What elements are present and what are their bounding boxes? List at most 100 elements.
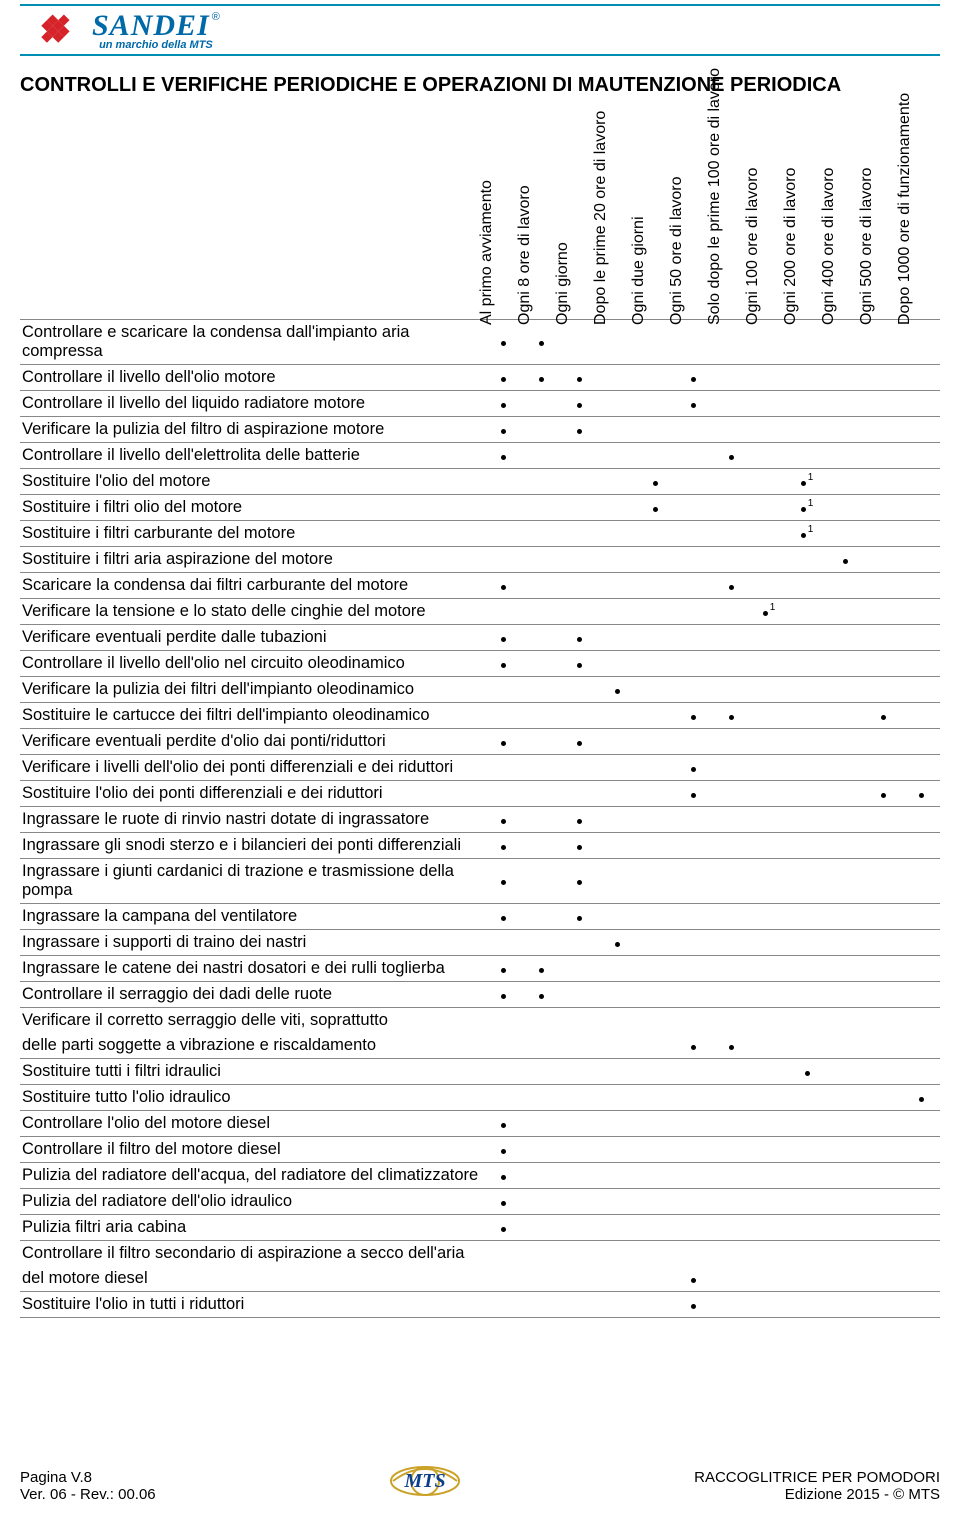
brand-name: SANDEI bbox=[92, 9, 210, 43]
row-label: Pulizia filtri aria cabina bbox=[20, 1214, 484, 1240]
mark-cell bbox=[674, 1084, 712, 1110]
mark-cell bbox=[826, 468, 864, 494]
mark-cell bbox=[484, 494, 522, 520]
mark-cell bbox=[864, 319, 902, 364]
page-footer: Pagina V.8 Ver. 06 - Rev.: 00.06 MTS RAC… bbox=[20, 1451, 940, 1503]
mark-cell bbox=[484, 702, 522, 728]
mark-cell bbox=[598, 981, 636, 1007]
mark-cell bbox=[826, 442, 864, 468]
mark-cell bbox=[522, 650, 560, 676]
mark-cell bbox=[560, 780, 598, 806]
mark-cell bbox=[484, 981, 522, 1007]
mark-cell bbox=[864, 780, 902, 806]
mark-cell bbox=[826, 702, 864, 728]
table-row: Verificare la pulizia del filtro di aspi… bbox=[20, 416, 940, 442]
maintenance-table: Al primo avviamentoOgni 8 ore di lavoroO… bbox=[20, 109, 940, 1318]
table-row: Controllare il filtro del motore diesel bbox=[20, 1136, 940, 1162]
mark-cell bbox=[788, 754, 826, 780]
mark-cell bbox=[598, 1058, 636, 1084]
table-row: Verificare eventuali perdite d'olio dai … bbox=[20, 728, 940, 754]
table-row: Controllare e scaricare la condensa dall… bbox=[20, 319, 940, 364]
mark-cell bbox=[484, 416, 522, 442]
mark-cell bbox=[674, 981, 712, 1007]
mark-cell bbox=[598, 442, 636, 468]
mark-cell bbox=[598, 728, 636, 754]
row-label: Sostituire l'olio dei ponti differenzial… bbox=[20, 780, 484, 806]
mark-cell bbox=[864, 832, 902, 858]
mark-cell bbox=[598, 929, 636, 955]
mark-cell bbox=[484, 1136, 522, 1162]
mark-cell bbox=[712, 650, 750, 676]
mark-cell bbox=[712, 416, 750, 442]
mark-cell bbox=[712, 754, 750, 780]
mark-cell bbox=[864, 442, 902, 468]
table-row: Sostituire i filtri carburante del motor… bbox=[20, 520, 940, 546]
mark-cell bbox=[788, 832, 826, 858]
mark-cell bbox=[522, 390, 560, 416]
mark-cell bbox=[560, 416, 598, 442]
mark-cell bbox=[674, 1266, 712, 1292]
mark-cell bbox=[750, 1188, 788, 1214]
mark-cell bbox=[750, 728, 788, 754]
row-label: Pulizia del radiatore dell'acqua, del ra… bbox=[20, 1162, 484, 1188]
table-row: Ingrassare i supporti di traino dei nast… bbox=[20, 929, 940, 955]
row-label: Sostituire le cartucce dei filtri dell'i… bbox=[20, 702, 484, 728]
mark-cell bbox=[522, 494, 560, 520]
mark-cell bbox=[636, 806, 674, 832]
mark-cell bbox=[712, 780, 750, 806]
mark-cell bbox=[674, 319, 712, 364]
mark-cell bbox=[636, 1188, 674, 1214]
mark-cell bbox=[598, 494, 636, 520]
mark-cell bbox=[902, 319, 940, 364]
mark-cell bbox=[750, 1291, 788, 1317]
mark-cell bbox=[712, 572, 750, 598]
mark-cell bbox=[522, 1240, 560, 1266]
header-bar: SANDEI ® un marchio della MTS bbox=[20, 4, 940, 56]
mark-cell bbox=[864, 676, 902, 702]
mark-cell bbox=[560, 468, 598, 494]
row-label: Sostituire i filtri carburante del motor… bbox=[20, 520, 484, 546]
mark-cell bbox=[864, 364, 902, 390]
mark-cell bbox=[484, 1084, 522, 1110]
mark-cell bbox=[522, 858, 560, 903]
mark-cell bbox=[788, 1084, 826, 1110]
mark-cell bbox=[712, 728, 750, 754]
mark-cell bbox=[750, 1214, 788, 1240]
mark-cell bbox=[522, 1291, 560, 1317]
mark-cell bbox=[522, 1058, 560, 1084]
mark-cell bbox=[826, 1136, 864, 1162]
mark-cell bbox=[636, 1007, 674, 1033]
table-row: Verificare il corretto serraggio delle v… bbox=[20, 1007, 940, 1033]
mark-cell bbox=[712, 955, 750, 981]
mark-cell bbox=[826, 929, 864, 955]
mark-cell bbox=[712, 468, 750, 494]
mark-cell bbox=[712, 364, 750, 390]
mark-cell bbox=[522, 929, 560, 955]
mark-cell bbox=[484, 520, 522, 546]
mark-cell bbox=[674, 832, 712, 858]
mark-cell bbox=[864, 1291, 902, 1317]
mark-cell bbox=[484, 676, 522, 702]
mark-cell bbox=[788, 702, 826, 728]
mark-cell bbox=[522, 780, 560, 806]
mark-cell bbox=[788, 1033, 826, 1059]
row-label: Verificare il corretto serraggio delle v… bbox=[20, 1007, 484, 1033]
mark-cell bbox=[598, 650, 636, 676]
mark-cell bbox=[750, 390, 788, 416]
mark-cell bbox=[484, 390, 522, 416]
mark-cell bbox=[674, 806, 712, 832]
mark-cell bbox=[522, 981, 560, 1007]
mark-cell bbox=[902, 676, 940, 702]
mark-cell bbox=[712, 1033, 750, 1059]
mark-cell bbox=[826, 955, 864, 981]
table-row: Verificare la tensione e lo stato delle … bbox=[20, 598, 940, 624]
mark-cell bbox=[864, 1214, 902, 1240]
mark-cell bbox=[598, 1162, 636, 1188]
mark-cell bbox=[674, 929, 712, 955]
mark-cell bbox=[598, 1007, 636, 1033]
table-row: Pulizia filtri aria cabina bbox=[20, 1214, 940, 1240]
mark-cell bbox=[788, 442, 826, 468]
row-label: Sostituire l'olio in tutti i riduttori bbox=[20, 1291, 484, 1317]
row-label: Ingrassare i supporti di traino dei nast… bbox=[20, 929, 484, 955]
mark-cell bbox=[902, 1110, 940, 1136]
